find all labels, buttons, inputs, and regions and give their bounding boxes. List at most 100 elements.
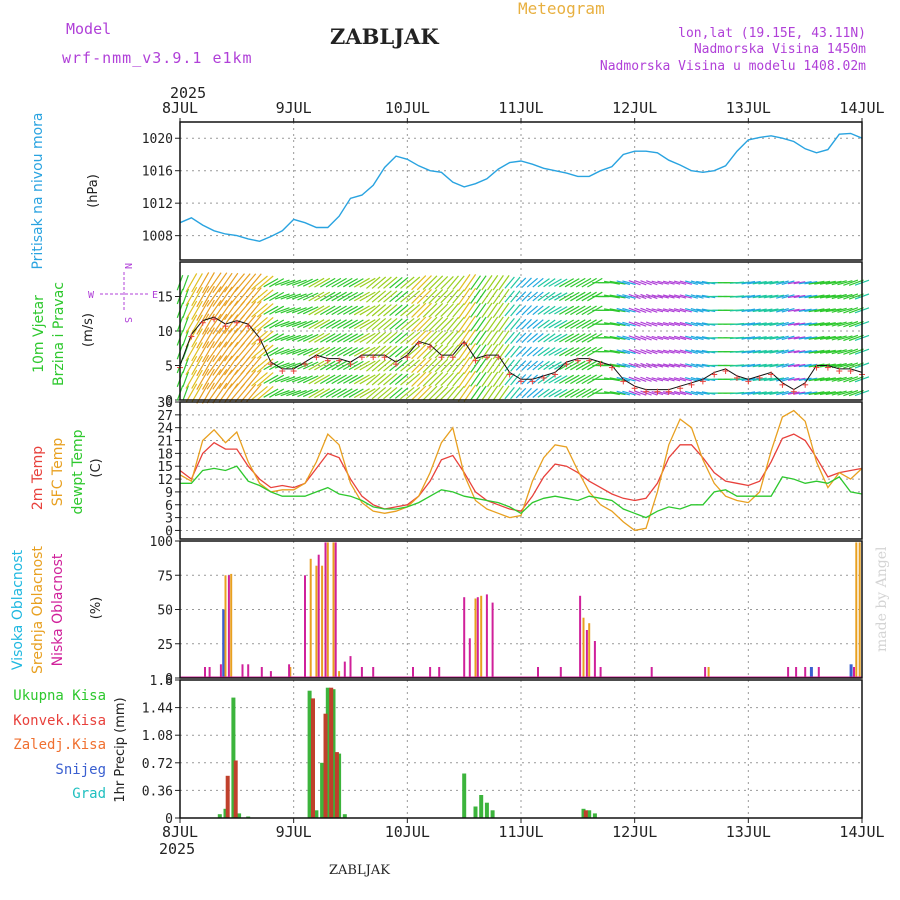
wind-arrow <box>302 389 319 398</box>
wind-arrow <box>741 391 756 395</box>
wind-arrow <box>651 280 664 285</box>
wind-arrow <box>793 377 806 381</box>
wind-arrow <box>781 377 795 382</box>
wind-arrow <box>564 291 580 302</box>
cloud-low-bar <box>343 661 346 678</box>
wind-arrow <box>504 331 515 344</box>
wind-arrow <box>475 275 487 291</box>
wind-arrow <box>548 361 562 370</box>
wind-arrow <box>366 304 381 317</box>
wind-arrow <box>787 294 800 299</box>
wind-arrow <box>781 363 795 368</box>
wind-arrow <box>314 360 331 371</box>
wind-arrow <box>440 275 454 290</box>
wind-arrow <box>269 278 285 288</box>
wind-arrow <box>428 371 444 387</box>
cloud-series-label-2: Srednja Oblacnost <box>30 546 46 674</box>
wind-arrow <box>492 302 504 318</box>
wind-arrow <box>280 376 296 383</box>
wind-arrow <box>325 374 342 385</box>
wind-arrow <box>434 358 449 373</box>
wind-arrow <box>814 322 831 327</box>
wind-arrow <box>377 359 392 372</box>
wind-arrow <box>256 385 274 401</box>
wind-arrow <box>510 387 521 400</box>
wind-arrow <box>776 308 789 313</box>
wind-arrow <box>400 290 415 303</box>
wind-arrow <box>457 384 471 402</box>
wind-arrow <box>814 294 831 299</box>
wind-arrow <box>831 376 847 382</box>
wind-arrow <box>185 342 198 362</box>
wind-arrow <box>366 386 381 400</box>
wind-arrow <box>191 369 203 389</box>
wind-arrow <box>548 375 562 384</box>
wind-arrow <box>212 355 228 376</box>
wind-arrow <box>314 305 331 316</box>
wind-arrow <box>662 308 675 313</box>
wind-arrow <box>668 335 681 340</box>
wind-arrow <box>325 305 342 316</box>
wind-arrow <box>651 322 664 327</box>
wind-arrow <box>696 363 710 368</box>
wind-arrow <box>628 307 641 313</box>
wind-arrow <box>286 348 302 355</box>
cloud-low-bar <box>476 597 479 678</box>
y-tick-label: 0 <box>165 812 173 827</box>
wind-arrow <box>804 294 818 299</box>
wind-arrow <box>325 333 342 343</box>
wind-arrow <box>280 348 296 355</box>
wind-arrow <box>446 358 459 373</box>
wind-arrow <box>383 331 398 345</box>
wind-arrow <box>510 373 521 386</box>
wind-arrow <box>752 349 767 354</box>
wind-arrow <box>819 377 836 382</box>
precip-total-bar <box>331 689 336 818</box>
wind-arrow <box>337 305 353 316</box>
wind-arrow <box>286 334 302 342</box>
wind-arrow <box>182 288 189 305</box>
wind-arrow <box>559 347 574 357</box>
cloud-mid-bar <box>338 671 341 678</box>
cloud-low-bar <box>787 667 790 678</box>
wind-arrow <box>331 291 347 302</box>
wind-arrow <box>457 370 471 388</box>
wind-arrow <box>337 346 353 357</box>
wind-arrow <box>685 363 698 368</box>
cloud-mid-bar <box>289 667 292 678</box>
wind-arrow <box>673 321 687 327</box>
wind-arrow <box>297 292 313 301</box>
wind-arrow <box>492 371 504 387</box>
wind-arrow <box>263 388 279 398</box>
wind-arrow <box>609 308 626 313</box>
wind-arrow <box>416 330 432 346</box>
wind-arrow <box>787 308 800 312</box>
wind-arrow <box>308 388 325 399</box>
wind-arrow <box>548 278 562 287</box>
wind-arrow <box>662 294 675 299</box>
wind-arrow <box>331 305 347 316</box>
wind-arrow <box>492 344 504 360</box>
wind-arrow <box>240 370 257 389</box>
wind-arrow <box>481 302 493 318</box>
wind-arrow <box>634 362 647 369</box>
wind-arrow <box>515 305 527 316</box>
wind-arrow <box>371 276 387 289</box>
wind-arrow <box>679 349 692 354</box>
wind-arrow <box>521 318 532 330</box>
wind-arrow <box>575 319 592 329</box>
wind-arrow <box>640 349 652 355</box>
wind-arrow <box>679 294 692 299</box>
wind-arrow <box>240 273 257 292</box>
wind-arrow <box>452 316 465 332</box>
wind-arrow <box>470 275 481 291</box>
wind-arrow <box>831 362 847 369</box>
wind-arrow <box>690 377 704 382</box>
wind-arrow <box>673 377 687 382</box>
wind-arrow <box>463 287 477 306</box>
wind-arrow <box>758 377 773 382</box>
wind-arrow <box>570 374 586 385</box>
y-tick-label: 6 <box>165 499 173 514</box>
wind-arrow <box>690 321 704 327</box>
wind-arrow <box>182 357 189 374</box>
